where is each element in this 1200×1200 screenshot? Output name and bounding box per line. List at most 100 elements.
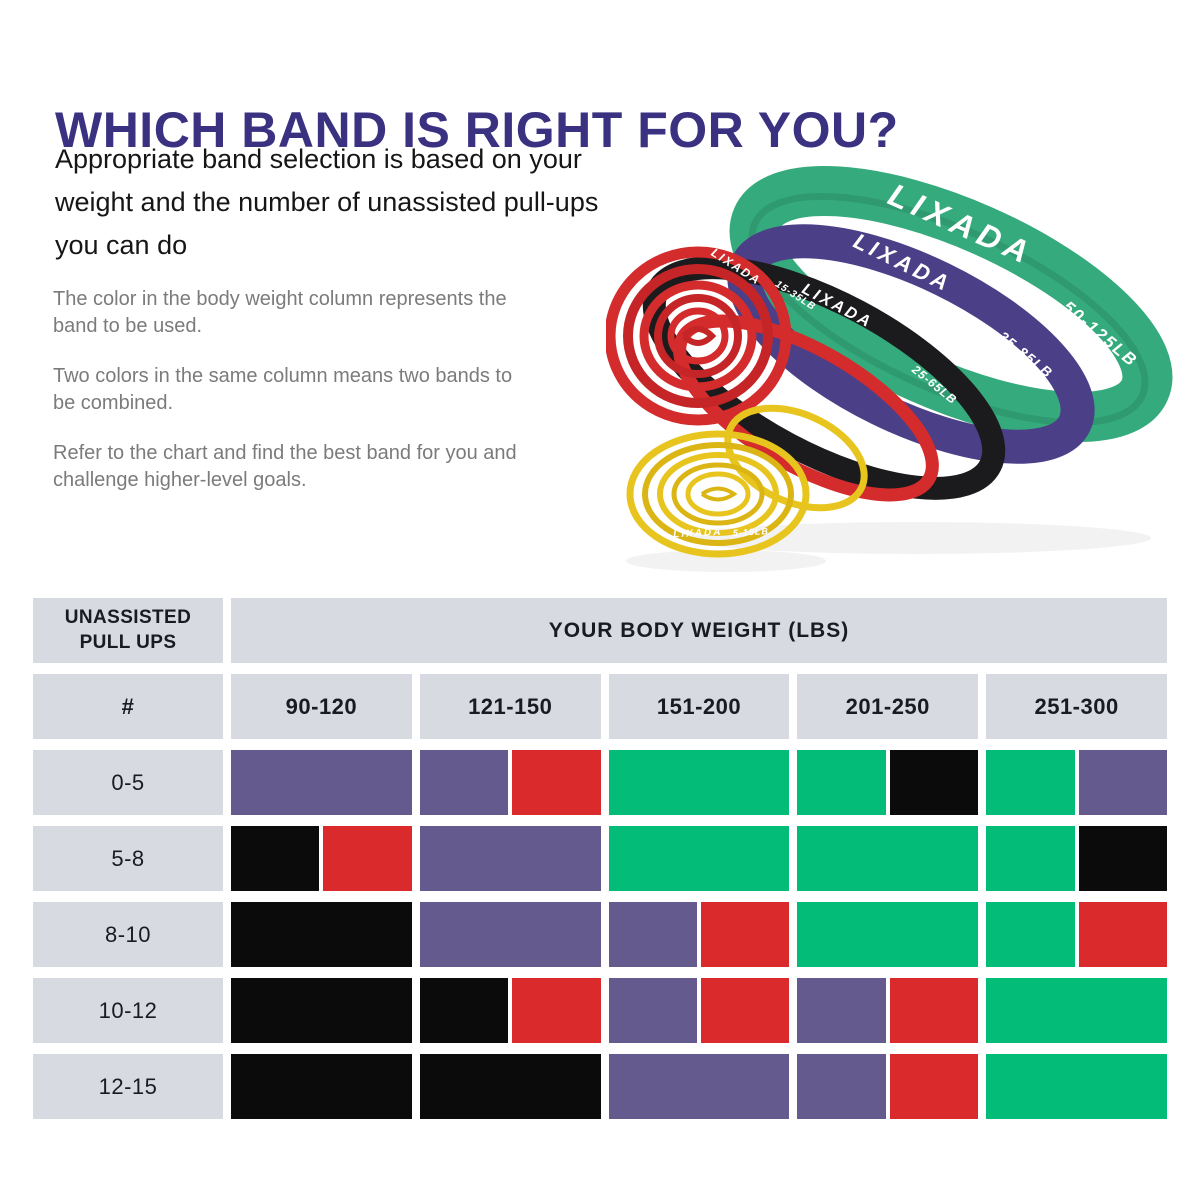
band-segment-black (1078, 826, 1167, 891)
band-segment-purple (231, 750, 412, 815)
band-cell-12-15-90-120 (231, 1054, 412, 1119)
band-segment-black (231, 826, 320, 891)
band-segment-green (797, 826, 979, 891)
band-segment-purple (797, 978, 886, 1043)
band-cell-10-12-90-120 (231, 978, 412, 1043)
band-coil (642, 442, 794, 546)
band-segment-green (986, 1054, 1167, 1119)
band-segment-red (701, 978, 790, 1043)
band-coil (667, 307, 729, 365)
band-selection-chart: UNASSISTED PULL UPS YOUR BODY WEIGHT (LBS… (33, 598, 1167, 1119)
band-coil (654, 294, 742, 378)
band-cell-5-8-90-120 (231, 826, 412, 891)
band-cell-8-10-251-300 (986, 902, 1167, 967)
note-paragraph: The color in the body weight column repr… (53, 286, 628, 340)
band-coil (671, 462, 765, 526)
band-segment-red (512, 978, 601, 1043)
band-cell-0-5-151-200 (608, 750, 790, 815)
band-segment-green (986, 902, 1075, 967)
band-segment-purple (1078, 750, 1167, 815)
band-cell-12-15-251-300 (986, 1054, 1167, 1119)
band-cell-8-10-90-120 (231, 902, 412, 967)
band-segment-red (889, 978, 979, 1043)
band-segment-red (701, 902, 790, 967)
note-line: challenge higher-level goals. (53, 469, 307, 491)
band-coil (606, 246, 792, 426)
band-cell-8-10-121-150 (419, 902, 601, 967)
body-weight-header: YOUR BODY WEIGHT (LBS) (231, 598, 1167, 663)
note-line: Two colors in the same column means two … (53, 365, 513, 387)
band-cell-5-8-201-250 (797, 826, 979, 891)
band-cell-12-15-151-200 (608, 1054, 790, 1119)
band-ring (729, 165, 1173, 443)
band-cell-12-15-121-150 (419, 1054, 601, 1119)
subtitle-line: Appropriate band selection is based on y… (55, 144, 582, 174)
band-segment-black (231, 1054, 412, 1119)
note-paragraph: Two colors in the same column means two … (53, 363, 628, 417)
band-segment-purple (797, 1054, 886, 1119)
band-segment-purple (419, 902, 601, 967)
band-cell-10-12-201-250 (797, 978, 979, 1043)
band-segment-purple (608, 978, 697, 1043)
row-label-0-5: 0-5 (33, 750, 223, 815)
column-header-121-150: 121-150 (419, 674, 601, 739)
band-yellow: LIXADA 5-15LB (626, 404, 868, 558)
row-label-10-12: 10-12 (33, 978, 223, 1043)
band-coil (685, 471, 751, 517)
note-line: band to be used. (53, 315, 203, 337)
band-brand-label: LIXADA (673, 527, 723, 541)
band-segment-green (797, 902, 979, 967)
band-segment-green (986, 750, 1075, 815)
band-cell-0-5-121-150 (419, 750, 601, 815)
band-ring (642, 256, 1006, 500)
band-cell-5-8-121-150 (419, 826, 601, 891)
band-coil (626, 430, 810, 558)
note-line: Refer to the chart and find the best ban… (53, 442, 517, 464)
band-cell-12-15-201-250 (797, 1054, 979, 1119)
band-shadow (626, 550, 826, 572)
note-paragraph: Refer to the chart and find the best ban… (53, 440, 628, 494)
band-segment-black (419, 1054, 601, 1119)
band-coil-center (700, 486, 738, 502)
band-segment-black (231, 902, 412, 967)
row-label-8-10: 8-10 (33, 902, 223, 967)
band-coil (623, 264, 773, 408)
column-header-251-300: 251-300 (986, 674, 1167, 739)
band-segment-black (419, 978, 509, 1043)
band-cell-0-5-251-300 (986, 750, 1167, 815)
column-header-151-200: 151-200 (608, 674, 790, 739)
band-weight-label: 5-15LB (733, 526, 769, 538)
band-cell-5-8-151-200 (608, 826, 790, 891)
band-cell-5-8-251-300 (986, 826, 1167, 891)
band-coil-center (681, 326, 717, 346)
subtitle-line: weight and the number of unassisted pull… (55, 187, 599, 217)
band-cell-0-5-90-120 (231, 750, 412, 815)
band-segment-purple (419, 826, 601, 891)
band-segment-purple (419, 750, 509, 815)
page-subtitle: Appropriate band selection is based on y… (55, 138, 695, 267)
row-label-5-8: 5-8 (33, 826, 223, 891)
row-label-12-15: 12-15 (33, 1054, 223, 1119)
note-line: be combined. (53, 392, 174, 414)
band-segment-black (889, 750, 979, 815)
band-cell-10-12-121-150 (419, 978, 601, 1043)
band-segment-red (1078, 902, 1167, 967)
page-notes: The color in the body weight column repr… (53, 286, 628, 517)
resistance-bands-photo: LIXADA 50-125LB LIXADA 35-85LB LIXADA 25… (606, 165, 1173, 572)
band-segment-red (889, 1054, 979, 1119)
band-segment-green (986, 978, 1167, 1043)
band-coil (657, 452, 779, 536)
band-segment-green (986, 826, 1075, 891)
row-axis-symbol: # (33, 674, 223, 739)
band-segment-red (323, 826, 412, 891)
band-cell-10-12-151-200 (608, 978, 790, 1043)
band-segment-purple (608, 1054, 790, 1119)
band-segment-green (797, 750, 886, 815)
band-shadow (681, 522, 1151, 554)
band-segment-red (512, 750, 601, 815)
band-cell-10-12-251-300 (986, 978, 1167, 1043)
column-header-201-250: 201-250 (797, 674, 979, 739)
band-cell-8-10-151-200 (608, 902, 790, 967)
note-line: The color in the body weight column repr… (53, 288, 507, 310)
subtitle-line: you can do (55, 230, 188, 260)
